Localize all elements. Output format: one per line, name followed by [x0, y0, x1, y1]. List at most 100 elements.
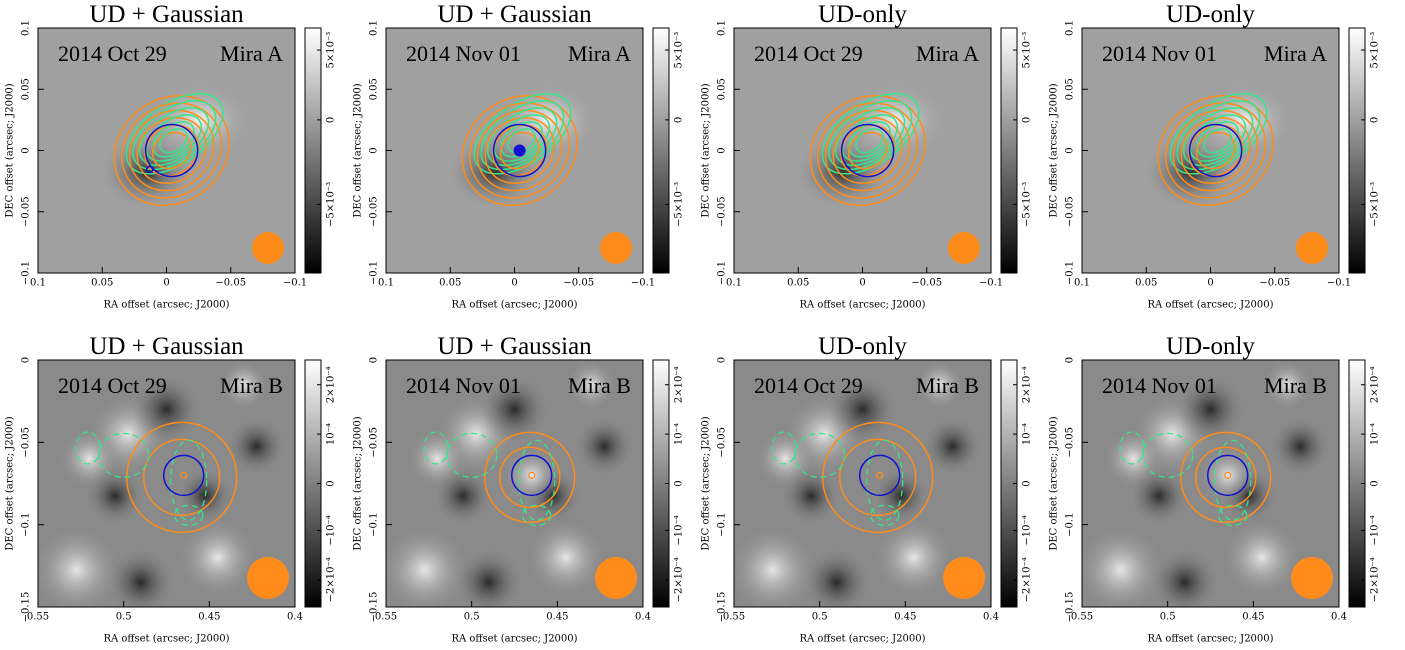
disk	[492, 123, 547, 178]
x-tick-label: 0.5	[1160, 612, 1176, 623]
contour-orange	[1195, 131, 1236, 170]
contour-orange	[838, 438, 917, 517]
peak	[876, 471, 884, 479]
y-tick-label: −0.15	[717, 592, 728, 623]
y-tick-label: −0.1	[717, 261, 728, 285]
y-tick-label: 0	[369, 147, 380, 153]
bright-patch	[914, 360, 965, 410]
y-tick-label: −0.05	[1065, 196, 1076, 227]
panel-title: UD + Gaussian	[437, 333, 592, 360]
colorbar-tick-label: 0	[326, 117, 337, 123]
dark-patch	[1129, 465, 1190, 526]
contour-green	[866, 439, 904, 521]
date-label: 2014 Nov 01	[406, 41, 521, 66]
contour-green	[821, 93, 920, 175]
y-tick-label: −0.1	[1065, 513, 1076, 537]
y-tick-label: 0.1	[717, 20, 728, 36]
beam	[1291, 557, 1333, 599]
beam	[595, 557, 637, 599]
contour-orange	[847, 131, 888, 170]
bright-patch	[386, 524, 470, 607]
contour-orange	[1165, 102, 1267, 199]
image	[38, 28, 295, 273]
x-tick-label: 0.1	[30, 278, 46, 289]
dark-patch	[105, 547, 176, 607]
y-tick-label: 0	[717, 147, 728, 153]
disk	[162, 454, 205, 497]
colorbar-tick-label: 2×10⁻⁴	[1022, 366, 1033, 403]
colorbar-tick-label: 10⁻⁴	[326, 423, 337, 445]
contour-green	[518, 439, 556, 521]
contour-green	[138, 107, 210, 167]
dark-patch	[479, 374, 550, 445]
colorbar-tick-label: −10⁻⁴	[674, 515, 685, 545]
y-tick-label: −0.1	[369, 513, 380, 537]
disk	[858, 454, 901, 497]
panel-title: UD-only	[818, 333, 907, 360]
contour-orange	[1157, 94, 1274, 207]
x-tick-label: −0.05	[215, 278, 246, 289]
panel: UD + Gaussian 2014 Oct 29 Mira A 0.1 0.05 0 −0…	[5, 1, 337, 311]
x-tick-label: 0.1	[1074, 278, 1090, 289]
panel: UD-only 2014 Nov 01 Mira B 0.55 0.5 0.45 0.4 RA…	[1049, 333, 1381, 645]
image	[386, 360, 643, 607]
core	[145, 165, 154, 174]
contour-green	[159, 128, 188, 154]
contour-green	[152, 121, 195, 158]
disk	[510, 454, 553, 497]
disk	[1188, 123, 1243, 178]
dark-patch	[131, 374, 202, 445]
contour-green	[500, 121, 543, 158]
x-tick-label: 0.05	[787, 278, 809, 289]
contour-green	[1189, 114, 1247, 162]
y-tick-label: −0.1	[717, 513, 728, 537]
y-tick-label: 0	[1065, 357, 1076, 363]
x-tick-label: 0.4	[983, 612, 999, 623]
y-tick-label: 0.05	[1065, 78, 1076, 100]
image	[734, 360, 991, 607]
colorbar-tick-label: 5×10⁻³	[674, 32, 685, 69]
x-tick-label: −0.05	[563, 278, 594, 289]
x-axis-label: RA offset (arcsec; J2000)	[451, 300, 577, 311]
y-axis-label: DEC offset (arcsec; J2000)	[5, 416, 16, 550]
image	[386, 28, 643, 273]
dark-patch	[1149, 547, 1220, 607]
bright-patch	[1221, 517, 1302, 598]
contour-orange	[142, 438, 221, 517]
bright-patch	[525, 517, 606, 598]
contour-green	[1196, 121, 1239, 158]
panel-title: UD-only	[1166, 333, 1255, 360]
x-tick-label: 0.05	[1135, 278, 1157, 289]
contour-green	[446, 432, 498, 478]
colorbar	[1348, 27, 1366, 274]
y-tick-label: 0.1	[1065, 20, 1076, 36]
colorbar-tick-label: 10⁻⁴	[674, 423, 685, 445]
panel-title: UD + Gaussian	[89, 1, 244, 28]
contour-green	[1214, 439, 1252, 521]
x-tick-label: 0.4	[635, 612, 651, 623]
x-axis-label: RA offset (arcsec; J2000)	[103, 634, 229, 645]
contour-green	[174, 504, 204, 526]
contour-green	[794, 432, 846, 478]
contour-green	[855, 128, 884, 154]
dark-patch	[922, 416, 983, 477]
contour-orange	[499, 131, 540, 170]
y-tick-label: 0	[717, 357, 728, 363]
colorbar-tick-label: 0	[326, 480, 337, 486]
colorbar-tick-label: 5×10⁻³	[1370, 32, 1381, 69]
colorbar-tick-label: 2×10⁻⁴	[326, 366, 337, 403]
x-axis-label: RA offset (arcsec; J2000)	[1147, 300, 1273, 311]
x-axis-label: RA offset (arcsec; J2000)	[451, 634, 577, 645]
image	[734, 28, 991, 273]
y-tick-label: −0.15	[369, 592, 380, 623]
contour-green	[870, 504, 900, 526]
bright-patch	[218, 360, 269, 410]
x-tick-label: 0.1	[378, 278, 394, 289]
dark-patch	[453, 547, 524, 607]
colorbar-tick-label: 0	[674, 117, 685, 123]
x-axis-label: RA offset (arcsec; J2000)	[103, 300, 229, 311]
y-tick-label: 0.1	[21, 20, 32, 36]
x-tick-label: 0.5	[464, 612, 480, 623]
dark-patch	[574, 416, 635, 477]
y-tick-label: 0	[1065, 147, 1076, 153]
